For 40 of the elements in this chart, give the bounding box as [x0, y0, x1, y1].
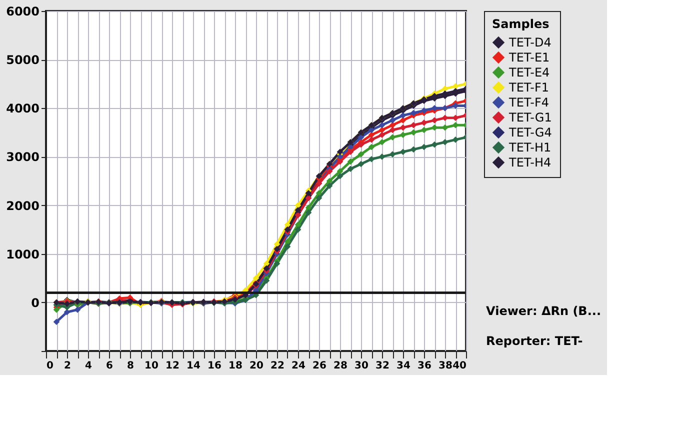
legend-label: TET-G4 — [508, 126, 552, 140]
y-tick-label: 1000 — [6, 247, 40, 262]
x-tick-label: 8 — [127, 360, 134, 372]
x-tick-label: 2 — [64, 360, 72, 372]
legend-label: TET-E4 — [508, 66, 550, 80]
y-tick-label: 6000 — [6, 4, 40, 18]
x-tick-label: 10 — [144, 360, 158, 372]
x-tick-label: 28 — [334, 360, 348, 372]
x-tick-label: 22 — [270, 360, 284, 372]
x-tick-label: 26 — [312, 360, 326, 372]
x-tick-label: 16 — [208, 360, 222, 372]
x-tick-label: 14 — [186, 360, 200, 372]
legend-label: TET-G1 — [508, 110, 552, 124]
legend-title: Samples — [492, 17, 550, 31]
x-tick-label: 20 — [250, 360, 264, 372]
x-tick-label: 0 — [46, 360, 54, 372]
legend-label: TET-F1 — [508, 80, 550, 94]
y-tick-label: 3000 — [6, 150, 40, 164]
x-tick-label: 38 — [438, 360, 452, 372]
legend-label: TET-H1 — [508, 140, 552, 154]
y-tick-label: 0 — [31, 296, 40, 310]
x-tick-label: 6 — [106, 360, 114, 372]
x-tick-label: 32 — [376, 360, 390, 372]
x-tick-label: 40 — [452, 360, 467, 372]
x-tick-label: 12 — [166, 360, 180, 372]
legend-label: TET-E1 — [508, 50, 550, 64]
y-tick-label: 5000 — [6, 53, 40, 68]
x-tick-label: 4 — [85, 360, 92, 372]
legend-label: TET-D4 — [508, 36, 552, 50]
x-tick-label: 30 — [354, 360, 368, 372]
x-tick-label: 36 — [418, 360, 432, 372]
legend-label: TET-F4 — [508, 96, 550, 110]
text: Viewer: ΔRn (B... — [486, 304, 602, 318]
x-tick-label: 34 — [396, 360, 410, 372]
y-tick-label: 4000 — [6, 102, 40, 116]
text: Reporter: TET- — [486, 334, 583, 348]
x-tick-label: 24 — [292, 360, 306, 372]
legend-label: TET-H4 — [508, 156, 552, 170]
y-tick-label: 2000 — [6, 198, 40, 213]
x-tick-label: 18 — [228, 360, 242, 372]
